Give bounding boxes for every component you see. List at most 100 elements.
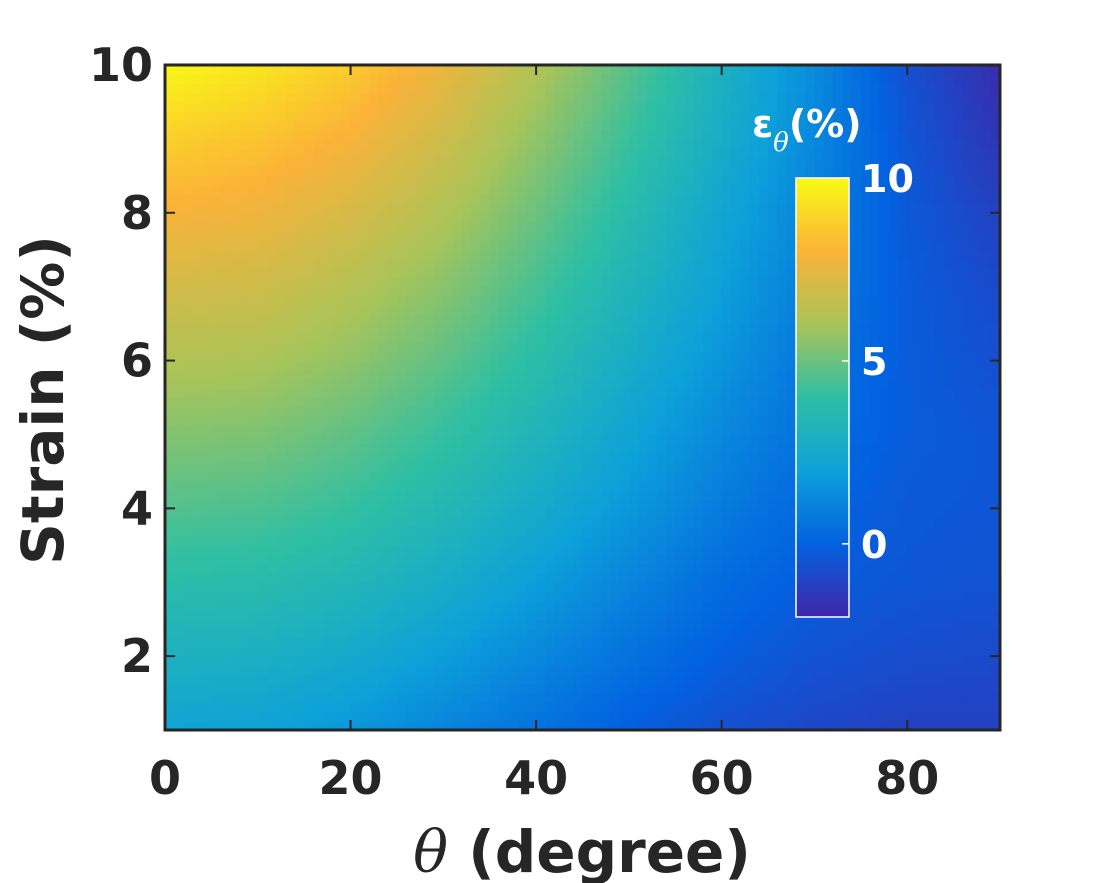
heatmap-cell: [229, 406, 240, 417]
heatmap-cell: [768, 711, 778, 722]
heatmap-cell: [573, 379, 584, 389]
heatmap-cell: [471, 526, 482, 537]
heatmap-cell: [294, 683, 305, 694]
heatmap-cell: [499, 351, 509, 362]
heatmap-cell: [174, 240, 185, 251]
heatmap-cell: [990, 342, 1000, 352]
heatmap-cell: [860, 720, 871, 730]
heatmap-cell: [378, 591, 389, 602]
heatmap-cell: [341, 425, 352, 436]
heatmap-cell: [730, 415, 741, 426]
heatmap-cell: [452, 222, 463, 232]
heatmap-cell: [332, 554, 342, 565]
heatmap-cell: [267, 517, 277, 528]
heatmap-cell: [591, 572, 602, 583]
heatmap-cell: [489, 480, 500, 491]
heatmap-cell: [888, 258, 899, 269]
heatmap-cell: [610, 258, 621, 269]
heatmap-cell: [554, 342, 565, 352]
heatmap-cell: [563, 471, 574, 482]
heatmap-cell: [415, 258, 426, 269]
heatmap-cell: [313, 249, 324, 260]
heatmap-cell: [610, 323, 621, 334]
heatmap-cell: [517, 415, 528, 426]
heatmap-cell: [916, 462, 927, 472]
heatmap-cell: [239, 434, 250, 445]
heatmap-cell: [424, 600, 435, 611]
heatmap-cell: [935, 591, 945, 602]
heatmap-cell: [183, 508, 194, 519]
heatmap-cell: [202, 711, 212, 722]
heatmap-cell: [174, 397, 185, 408]
heatmap-cell: [192, 314, 203, 325]
heatmap-cell: [257, 619, 268, 630]
heatmap-cell: [211, 683, 222, 694]
heatmap-cell: [313, 231, 324, 242]
heatmap-cell: [211, 572, 222, 583]
heatmap-cell: [434, 609, 444, 620]
heatmap-cell: [387, 443, 398, 454]
heatmap-cell: [526, 268, 537, 279]
heatmap-cell: [554, 314, 565, 325]
heatmap-cell: [443, 415, 454, 426]
heatmap-cell: [990, 222, 1000, 232]
heatmap-cell: [285, 332, 296, 343]
heatmap-cell: [768, 342, 778, 352]
heatmap-cell: [424, 342, 435, 352]
heatmap-cell: [944, 499, 955, 509]
heatmap-cell: [563, 406, 574, 417]
heatmap-cell: [712, 609, 723, 620]
heatmap-cell: [211, 332, 222, 343]
heatmap-cell: [851, 489, 862, 500]
heatmap-cell: [239, 609, 250, 620]
heatmap-cell: [276, 702, 287, 713]
heatmap-cell: [758, 526, 769, 537]
heatmap-cell: [860, 536, 871, 546]
heatmap-cell: [165, 656, 175, 666]
heatmap-cell: [573, 600, 584, 611]
heatmap-cell: [471, 582, 482, 593]
heatmap-cell: [526, 360, 537, 371]
heatmap-cell: [749, 489, 760, 500]
heatmap-cell: [860, 693, 871, 703]
heatmap-cell: [359, 397, 370, 408]
heatmap-cell: [860, 600, 871, 611]
heatmap-cell: [693, 471, 704, 482]
heatmap-cell: [740, 554, 751, 565]
heatmap-cell: [601, 600, 611, 611]
heatmap-cell: [842, 665, 853, 676]
heatmap-cell: [378, 656, 389, 666]
heatmap-cell: [489, 674, 500, 685]
heatmap-cell: [471, 305, 482, 315]
heatmap-cell: [517, 711, 528, 722]
heatmap-cell: [471, 397, 482, 408]
heatmap-cell: [341, 720, 352, 730]
heatmap-cell: [925, 656, 936, 666]
heatmap-cell: [981, 397, 992, 408]
heatmap-cell: [415, 545, 426, 556]
heatmap-cell: [369, 452, 379, 463]
heatmap-cell: [563, 600, 574, 611]
heatmap-cell: [638, 240, 649, 251]
heatmap-cell: [749, 434, 760, 445]
heatmap-cell: [285, 295, 296, 306]
heatmap-cell: [981, 369, 992, 380]
heatmap-cell: [684, 452, 695, 463]
heatmap-cell: [703, 231, 713, 242]
heatmap-cell: [239, 342, 250, 352]
heatmap-cell: [758, 397, 769, 408]
heatmap-cell: [693, 526, 704, 537]
heatmap-cell: [740, 628, 751, 639]
heatmap-cell: [517, 295, 528, 306]
heatmap-cell: [471, 369, 482, 380]
heatmap-cell: [313, 628, 324, 639]
heatmap-cell: [666, 295, 676, 306]
heatmap-cell: [768, 656, 778, 666]
heatmap-cell: [211, 489, 222, 500]
heatmap-cell: [601, 351, 611, 362]
heatmap-cell: [359, 508, 370, 519]
heatmap-cell: [712, 379, 723, 389]
heatmap-cell: [267, 388, 277, 399]
heatmap-cell: [434, 268, 444, 279]
heatmap-cell: [257, 305, 268, 315]
